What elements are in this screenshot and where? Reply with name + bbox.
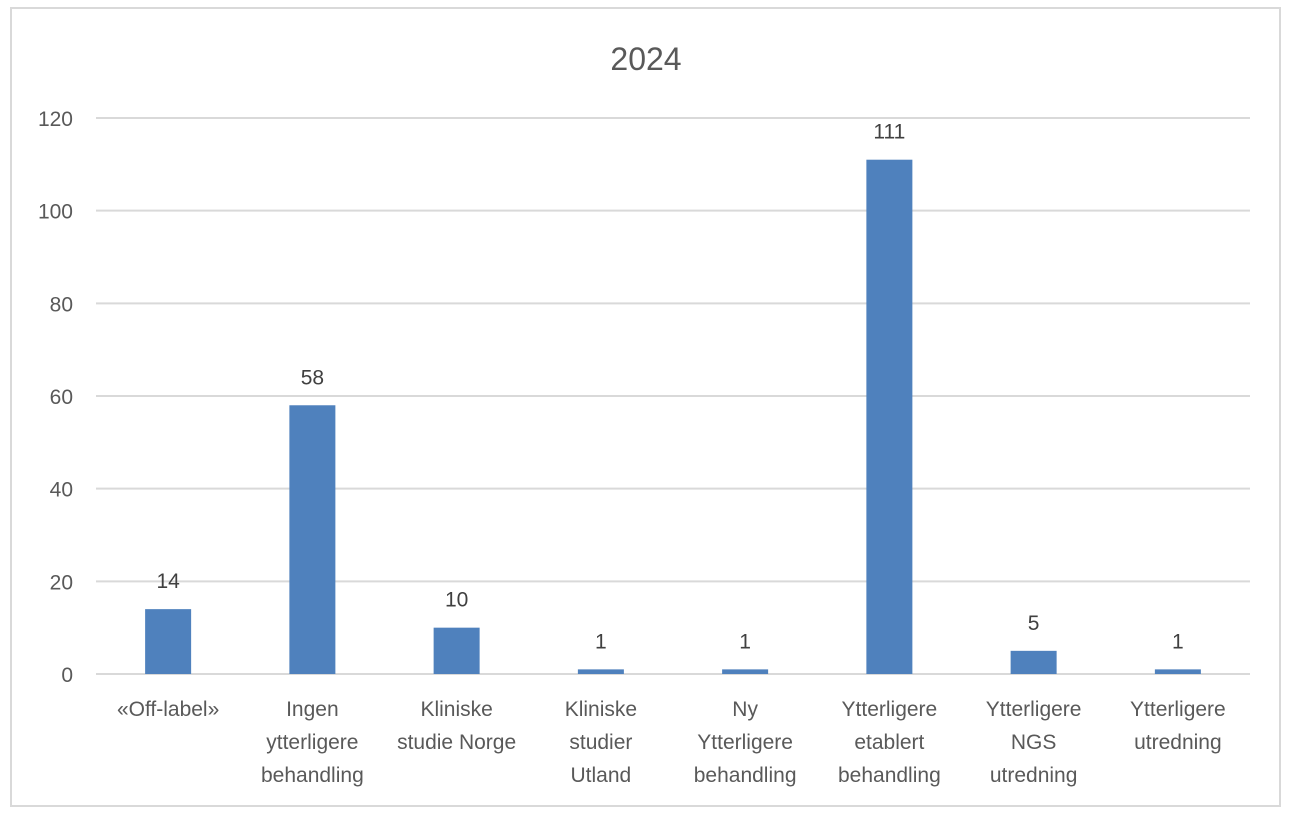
data-label: 14 [156, 570, 180, 593]
x-tick-label: Ingen ytterligere behandling [261, 698, 364, 787]
bar [145, 609, 192, 674]
bar [289, 405, 336, 674]
chart-title: 2024 [610, 41, 681, 77]
data-label: 1 [595, 630, 607, 653]
data-label: 111 [873, 121, 905, 144]
x-tick-label-line: Ytterligere [986, 698, 1082, 721]
data-label: 58 [301, 366, 324, 389]
data-label: 5 [1028, 612, 1040, 635]
x-tick-label-line: studie Norge [397, 731, 516, 754]
y-tick-label: 80 [50, 293, 73, 316]
bar [577, 669, 624, 674]
x-tick-label-line: «Off-label» [117, 698, 219, 721]
x-tick-label-line: Utland [571, 764, 632, 787]
x-tick-label-line: Ingen [286, 698, 339, 721]
x-tick-label-line: behandling [838, 764, 941, 787]
gridlines [96, 117, 1250, 675]
bar [866, 159, 913, 674]
bar [722, 669, 769, 674]
x-tick-label-line: Ny [732, 698, 758, 721]
data-label: 10 [445, 589, 468, 612]
x-tick-label: Ytterligere NGS utredning [986, 698, 1082, 787]
x-tick-label-line: ytterligere [266, 731, 358, 754]
data-label: 1 [739, 630, 751, 653]
x-tick-label-line: studier [569, 731, 632, 754]
x-tick-label: Ytterligere etablert behandling [838, 698, 941, 787]
bars [145, 159, 1201, 674]
y-tick-label: 120 [38, 108, 73, 131]
x-tick-label: «Off-label» [117, 698, 219, 721]
x-tick-label-line: Kliniske [420, 698, 492, 721]
x-tick-label: Ny Ytterligere behandling [694, 698, 797, 787]
data-label: 1 [1172, 630, 1184, 653]
x-axis-labels: «Off-label» Ingen ytterligere behandling Kli… [117, 698, 1226, 787]
x-tick-label-line: NGS [1011, 731, 1057, 754]
y-tick-label: 60 [50, 386, 73, 409]
x-tick-label-line: Ytterligere [1130, 698, 1226, 721]
bar [1010, 650, 1057, 674]
y-tick-label: 40 [50, 479, 73, 502]
x-tick-label-line: behandling [694, 764, 797, 787]
x-tick-label-line: Kliniske [565, 698, 637, 721]
x-tick-label-line: Ytterligere [697, 731, 793, 754]
bar [1154, 669, 1201, 674]
x-tick-label-line: utredning [990, 764, 1078, 787]
x-tick-label-line: behandling [261, 764, 364, 787]
x-tick-label-line: etablert [854, 731, 924, 754]
y-tick-label: 20 [50, 571, 73, 594]
x-tick-label-line: Ytterligere [842, 698, 938, 721]
y-axis-ticks: 0 20 40 60 80 100 120 [38, 108, 73, 687]
x-tick-label-line: utredning [1134, 731, 1222, 754]
x-tick-label: Kliniske studie Norge [397, 698, 516, 754]
bar [433, 627, 480, 674]
y-tick-label: 0 [61, 664, 73, 687]
x-tick-label: Kliniske studier Utland [565, 698, 637, 787]
y-tick-label: 100 [38, 201, 73, 224]
x-tick-label: Ytterligere utredning [1130, 698, 1226, 754]
